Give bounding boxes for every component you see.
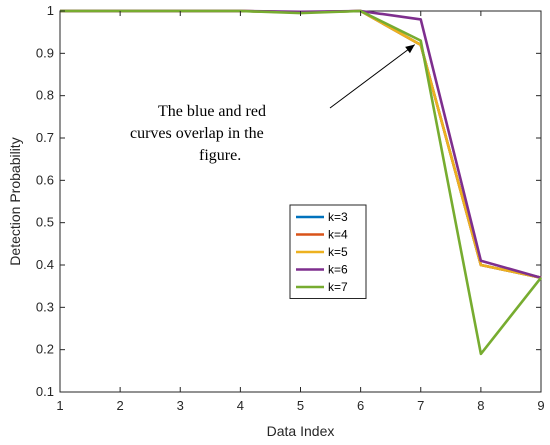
y-tick-label: 0.5 — [36, 215, 54, 230]
legend-label: k=4 — [328, 228, 348, 242]
axis-ticks: 1 2 3 4 5 6 7 8 9 0.1 0.2 0.3 0.4 0.5 0.6 0.7 0.8 0.9 1 — [36, 3, 545, 413]
y-axis-label: Detection Probability — [7, 137, 23, 265]
legend: k=3 k=4 k=5 k=6 k=7 — [289, 204, 367, 299]
plot-frame — [59, 10, 542, 393]
x-tick-label: 6 — [357, 398, 364, 413]
legend-label: k=3 — [328, 210, 348, 224]
annotation-line: figure. — [199, 147, 241, 164]
annotation-arrow-line — [329, 44, 416, 109]
x-axis-label: Data Index — [267, 423, 335, 439]
annotation-line: curves overlap in the — [130, 125, 264, 142]
y-tick-label: 0.7 — [36, 130, 54, 145]
x-tick-label: 9 — [537, 398, 544, 413]
y-tick-label: 0.3 — [36, 299, 54, 314]
x-tick-label: 3 — [177, 398, 184, 413]
legend-label: k=5 — [328, 245, 348, 259]
y-tick-label: 0.6 — [36, 172, 54, 187]
legend-label: k=6 — [328, 263, 348, 277]
annotation-line: The blue and red — [158, 103, 266, 120]
y-tick-label: 1 — [47, 3, 54, 18]
x-tick-label: 7 — [417, 398, 424, 413]
y-tick-label: 0.2 — [36, 342, 54, 357]
y-tick-label: 0.1 — [36, 384, 54, 399]
y-tick-label: 0.4 — [36, 257, 54, 272]
legend-label: k=7 — [328, 280, 348, 294]
x-tick-label: 4 — [237, 398, 244, 413]
x-tick-label: 5 — [297, 398, 304, 413]
x-tick-label: 8 — [477, 398, 484, 413]
annotation: The blue and red curves overlap in the f… — [130, 44, 416, 164]
annotation-arrow-head — [405, 44, 415, 54]
y-tick-label: 0.8 — [36, 88, 54, 103]
x-tick-label: 2 — [117, 398, 124, 413]
x-tick-label: 1 — [56, 398, 63, 413]
y-tick-label: 0.9 — [36, 45, 54, 60]
plot-area — [59, 10, 542, 393]
